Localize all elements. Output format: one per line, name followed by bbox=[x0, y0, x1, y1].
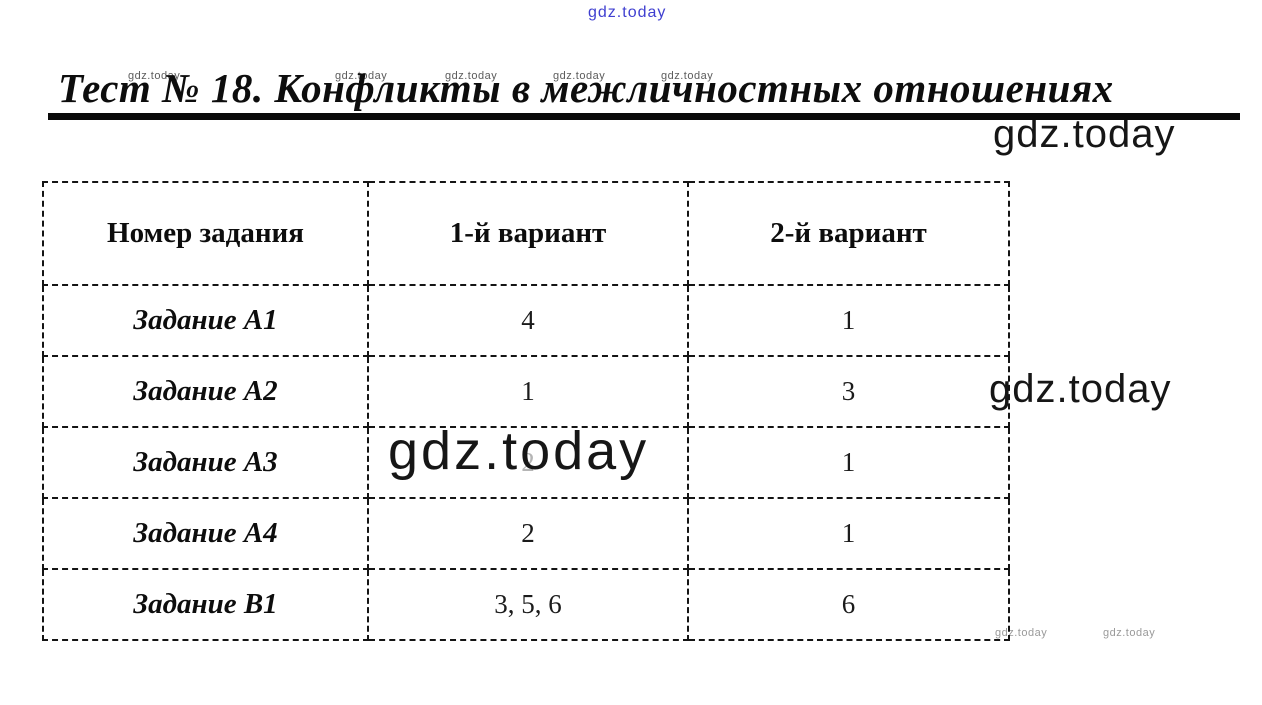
table-row-a3: Задание А3 2 1 bbox=[42, 426, 1010, 499]
watermark-gdz-small: gdz.today bbox=[335, 70, 388, 82]
header-variant-1: 1-й вариант bbox=[367, 181, 689, 286]
table-row-a2: Задание А2 1 3 bbox=[42, 355, 1010, 428]
task-label: Задание А4 bbox=[42, 497, 369, 570]
answer-cell: 1 bbox=[687, 426, 1010, 499]
table-row-a4: Задание А4 2 1 bbox=[42, 497, 1010, 570]
answer-cell: 1 bbox=[687, 497, 1010, 570]
watermark-gdz-small: gdz.today bbox=[445, 70, 498, 82]
task-label: Задание В1 bbox=[42, 568, 369, 641]
answer-cell-obscured: 2 bbox=[367, 426, 689, 499]
answers-table: Номер задания 1-й вариант 2-й вариант За… bbox=[42, 181, 1010, 641]
answer-cell: 3 bbox=[687, 355, 1010, 428]
task-label: Задание А3 bbox=[42, 426, 369, 499]
watermark-gdz-small: gdz.today bbox=[128, 70, 181, 82]
header-task-number: Номер задания bbox=[42, 181, 369, 286]
task-label: Задание А2 bbox=[42, 355, 369, 428]
answer-cell: 2 bbox=[367, 497, 689, 570]
answer-cell: 3, 5, 6 bbox=[367, 568, 689, 641]
answer-cell: 6 bbox=[687, 568, 1010, 641]
watermark-gdz-large: gdz.today bbox=[388, 421, 650, 481]
table-header-row: Номер задания 1-й вариант 2-й вариант bbox=[42, 181, 1010, 286]
answer-cell: 1 bbox=[687, 284, 1010, 357]
watermark-gdz-small: gdz.today bbox=[553, 70, 606, 82]
title-underline: Тест № 18. Конфликты в межличностных отн… bbox=[48, 66, 1240, 120]
header-variant-2: 2-й вариант bbox=[687, 181, 1010, 286]
answer-cell: 4 bbox=[367, 284, 689, 357]
table-row-a1: Задание А1 4 1 bbox=[42, 284, 1010, 357]
watermark-gdz-top-blue: gdz.today bbox=[588, 4, 667, 21]
watermark-gdz-large: gdz.today bbox=[989, 367, 1172, 411]
answer-cell: 1 bbox=[367, 355, 689, 428]
watermark-gdz-small: gdz.today bbox=[661, 70, 714, 82]
table-row-b1: Задание В1 3, 5, 6 6 bbox=[42, 568, 1010, 641]
task-label: Задание А1 bbox=[42, 284, 369, 357]
document-title: Тест № 18. Конфликты в межличностных отн… bbox=[58, 65, 1114, 111]
watermark-gdz-small: gdz.today bbox=[1103, 627, 1156, 639]
